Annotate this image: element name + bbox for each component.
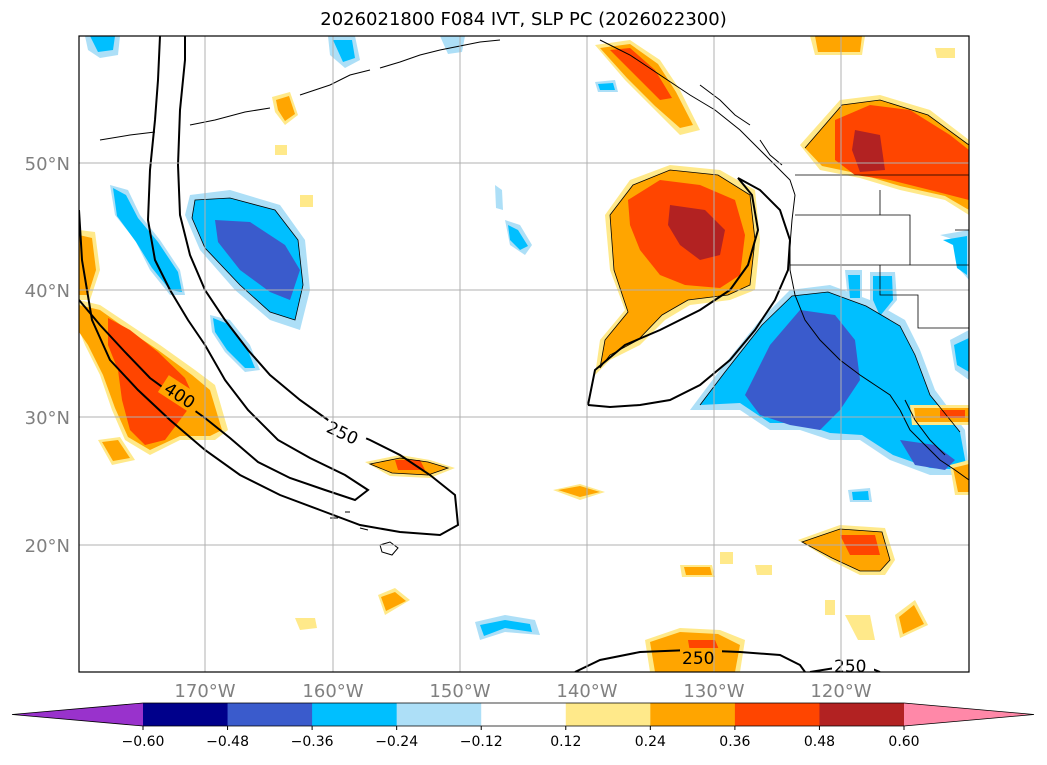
colorbar-extension-low: [12, 703, 143, 726]
map-frame: [78, 35, 970, 673]
colorbar-extension-high: [904, 703, 1034, 726]
colorbar-tick-label: −0.48: [206, 734, 249, 750]
lon-label: 120°W: [810, 681, 871, 702]
longitude-labels: 170°W 160°W 150°W 140°W 130°W 120°W: [174, 681, 871, 702]
colorbar-tick-label: 0.48: [804, 734, 835, 750]
colorbar-tick-label: 0.24: [635, 734, 666, 750]
colorbar-segment: [312, 703, 398, 726]
lon-label: 130°W: [683, 681, 744, 702]
ivt-anomaly-fill: [79, 36, 969, 672]
gridlines: [79, 36, 969, 672]
colorbar: −0.60 −0.48 −0.36 −0.24 −0.12 0.12 0.24 0.36 0.4…: [11, 702, 1035, 750]
contour-label-250-c: 250: [834, 657, 866, 677]
colorbar-segment: [143, 703, 229, 726]
lat-label: 40°N: [25, 281, 70, 302]
colorbar-tick-label: −0.36: [291, 734, 334, 750]
colorbar-segment: [650, 703, 736, 726]
lon-label: 140°W: [556, 681, 617, 702]
lon-label: 170°W: [174, 681, 235, 702]
ivt-contour-outlines: [191, 99, 969, 572]
contour-label-250-b: 250: [682, 649, 714, 669]
colorbar-segment: [734, 703, 820, 726]
colorbar-segment: [396, 703, 482, 726]
lon-label: 160°W: [302, 681, 363, 702]
colorbar-tick-label: 0.60: [888, 734, 919, 750]
political-borders: [790, 174, 969, 329]
latitude-labels: 20°N 30°N 40°N 50°N: [25, 154, 70, 557]
colorbar-tick-label: 0.12: [550, 734, 581, 750]
colorbar-tick-label: −0.12: [460, 734, 503, 750]
lat-label: 20°N: [25, 536, 70, 557]
colorbar-segment: [481, 703, 567, 726]
colorbar-tick-label: 0.36: [719, 734, 750, 750]
lat-label: 50°N: [25, 154, 70, 175]
lon-label: 150°W: [429, 681, 490, 702]
colorbar-segment: [819, 703, 905, 726]
colorbar-tick-label: −0.60: [122, 734, 165, 750]
colorbar-segment: [565, 703, 651, 726]
map-title: 2026021800 F084 IVT, SLP PC (2026022300): [320, 9, 727, 30]
lat-label: 30°N: [25, 408, 70, 429]
colorbar-tick-label: −0.24: [375, 734, 418, 750]
colorbar-segment: [227, 703, 313, 726]
